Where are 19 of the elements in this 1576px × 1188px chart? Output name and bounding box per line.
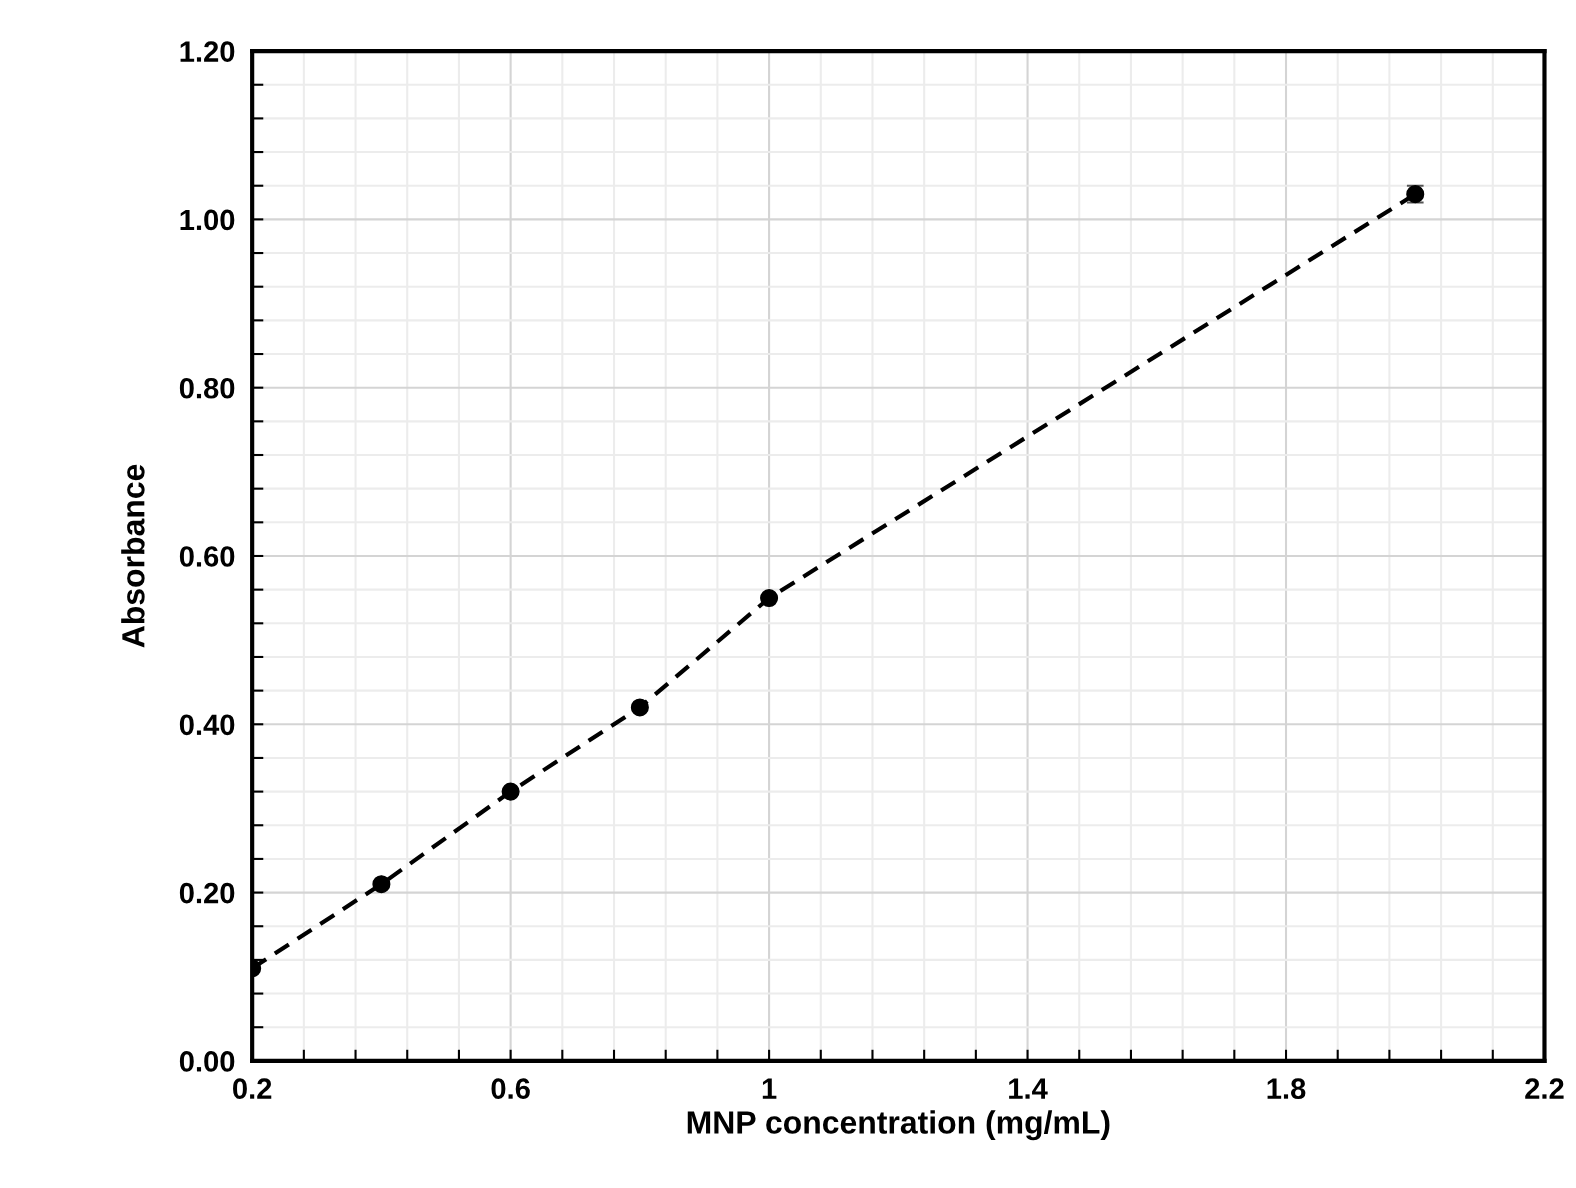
x-tick-label: 2.2 (1525, 1078, 1564, 1099)
point (630, 698, 649, 717)
x-tick-label: 0.6 (491, 1078, 530, 1099)
y-tick-label: 1.20 (180, 41, 235, 62)
y-tick-label: 0.60 (179, 546, 235, 567)
y-tick-label: 0.80 (179, 377, 235, 399)
x-tick-label: 1.8 (1267, 1078, 1306, 1099)
point (501, 782, 520, 801)
y-tick-label: 0.40 (179, 714, 235, 736)
y-axis-title: Absorbance (121, 464, 145, 648)
point (760, 589, 779, 608)
y-tick-label: 1.00 (180, 209, 235, 231)
point (372, 875, 391, 894)
x-tick-label: 1.4 (1009, 1078, 1048, 1099)
x-axis-title: MNP concentration (mg/mL) (687, 1110, 1110, 1141)
x-tick-label: 1 (762, 1078, 777, 1099)
y-tick-label: 0.20 (179, 882, 235, 904)
y-tick-label: 0.00 (179, 1051, 235, 1072)
x-tick-label: 0.2 (233, 1078, 272, 1099)
